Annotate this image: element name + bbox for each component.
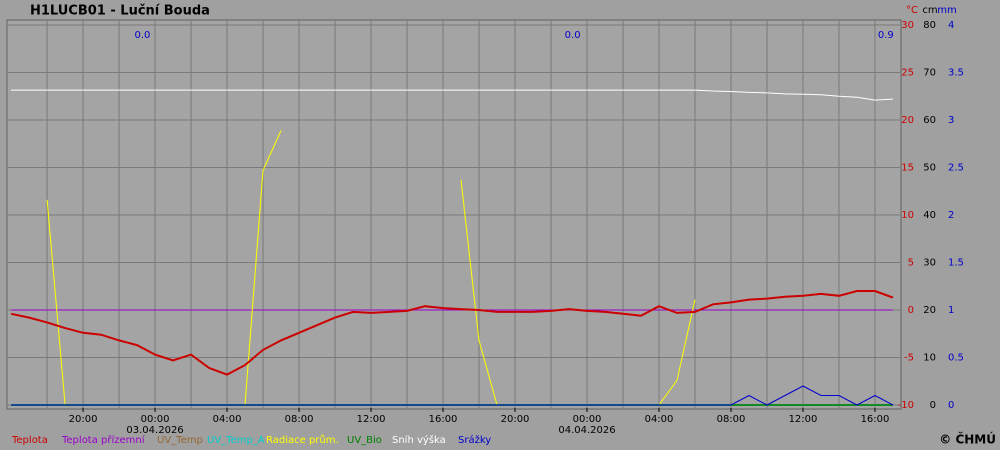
copyright: © ČHMÚ <box>939 432 996 447</box>
date-label: 04.04.2026 <box>558 425 615 436</box>
y2-tick-label: 70 <box>923 68 936 79</box>
x-tick-label: 20:00 <box>501 414 530 425</box>
y-tick-label: -5 <box>904 353 914 364</box>
x-tick-label: 16:00 <box>429 414 458 425</box>
y-tick-label: 5 <box>908 258 914 269</box>
y3-tick-label: 3 <box>948 115 954 126</box>
x-tick-label: 00:00 <box>573 414 602 425</box>
axis-unit: °C <box>906 5 918 16</box>
x-tick-label: 04:00 <box>645 414 674 425</box>
y3-tick-label: 1.5 <box>948 258 964 269</box>
x-tick-label: 00:00 <box>141 414 170 425</box>
y3-tick-label: 0 <box>948 400 954 411</box>
y3-tick-label: 0.5 <box>948 353 964 364</box>
legend-entry: Srážky <box>458 434 491 446</box>
legend-entry: Sníh výška <box>392 434 446 446</box>
x-tick-label: 04:00 <box>213 414 242 425</box>
x-tick-label: 08:00 <box>285 414 314 425</box>
axis-unit: mm <box>937 5 956 16</box>
date-label: 03.04.2026 <box>126 425 183 436</box>
y2-tick-label: 0 <box>930 400 936 411</box>
y-tick-label: 10 <box>901 210 914 221</box>
legend-entry: Radiace prům. <box>266 434 339 446</box>
x-tick-label: 16:00 <box>861 414 890 425</box>
x-tick-label: 12:00 <box>789 414 818 425</box>
x-tick-label: 12:00 <box>357 414 386 425</box>
legend-entry: UV_Temp_A <box>207 435 265 446</box>
y2-tick-label: 50 <box>923 163 936 174</box>
axis-unit: cm <box>922 5 937 16</box>
series-line <box>11 89 894 101</box>
series-line <box>11 385 894 406</box>
legend-entry: Teplota přízemní <box>61 434 146 446</box>
legend-entry: Teplota <box>11 435 48 446</box>
legend-entry: UV_Bio <box>347 435 382 446</box>
y2-tick-label: 30 <box>923 258 936 269</box>
y3-tick-label: 2.5 <box>948 163 964 174</box>
y3-tick-label: 3.5 <box>948 68 964 79</box>
y2-tick-label: 80 <box>923 20 936 31</box>
chart-title: H1LUCB01 - Luční Bouda <box>30 4 210 19</box>
y3-tick-label: 1 <box>948 305 954 316</box>
y-tick-label: 0 <box>908 305 914 316</box>
y2-tick-label: 10 <box>923 353 936 364</box>
y3-tick-label: 4 <box>948 20 954 31</box>
y2-tick-label: 20 <box>923 305 936 316</box>
x-tick-label: 08:00 <box>717 414 746 425</box>
y-tick-label: 20 <box>901 115 914 126</box>
y-tick-label: -10 <box>898 400 914 411</box>
series-line <box>10 290 894 376</box>
plot <box>8 20 900 408</box>
y-tick-label: 30 <box>901 20 914 31</box>
y3-tick-label: 2 <box>948 210 954 221</box>
daily-total: 0.0 <box>565 30 581 41</box>
y2-tick-label: 60 <box>923 115 936 126</box>
y2-tick-label: 40 <box>923 210 936 221</box>
legend-entry: UV_Temp <box>157 435 203 446</box>
x-tick-label: 20:00 <box>69 414 98 425</box>
y-tick-label: 15 <box>901 163 914 174</box>
daily-total: 0.0 <box>134 30 150 41</box>
daily-total: 0.9 <box>878 30 894 41</box>
y-tick-label: 25 <box>901 68 914 79</box>
